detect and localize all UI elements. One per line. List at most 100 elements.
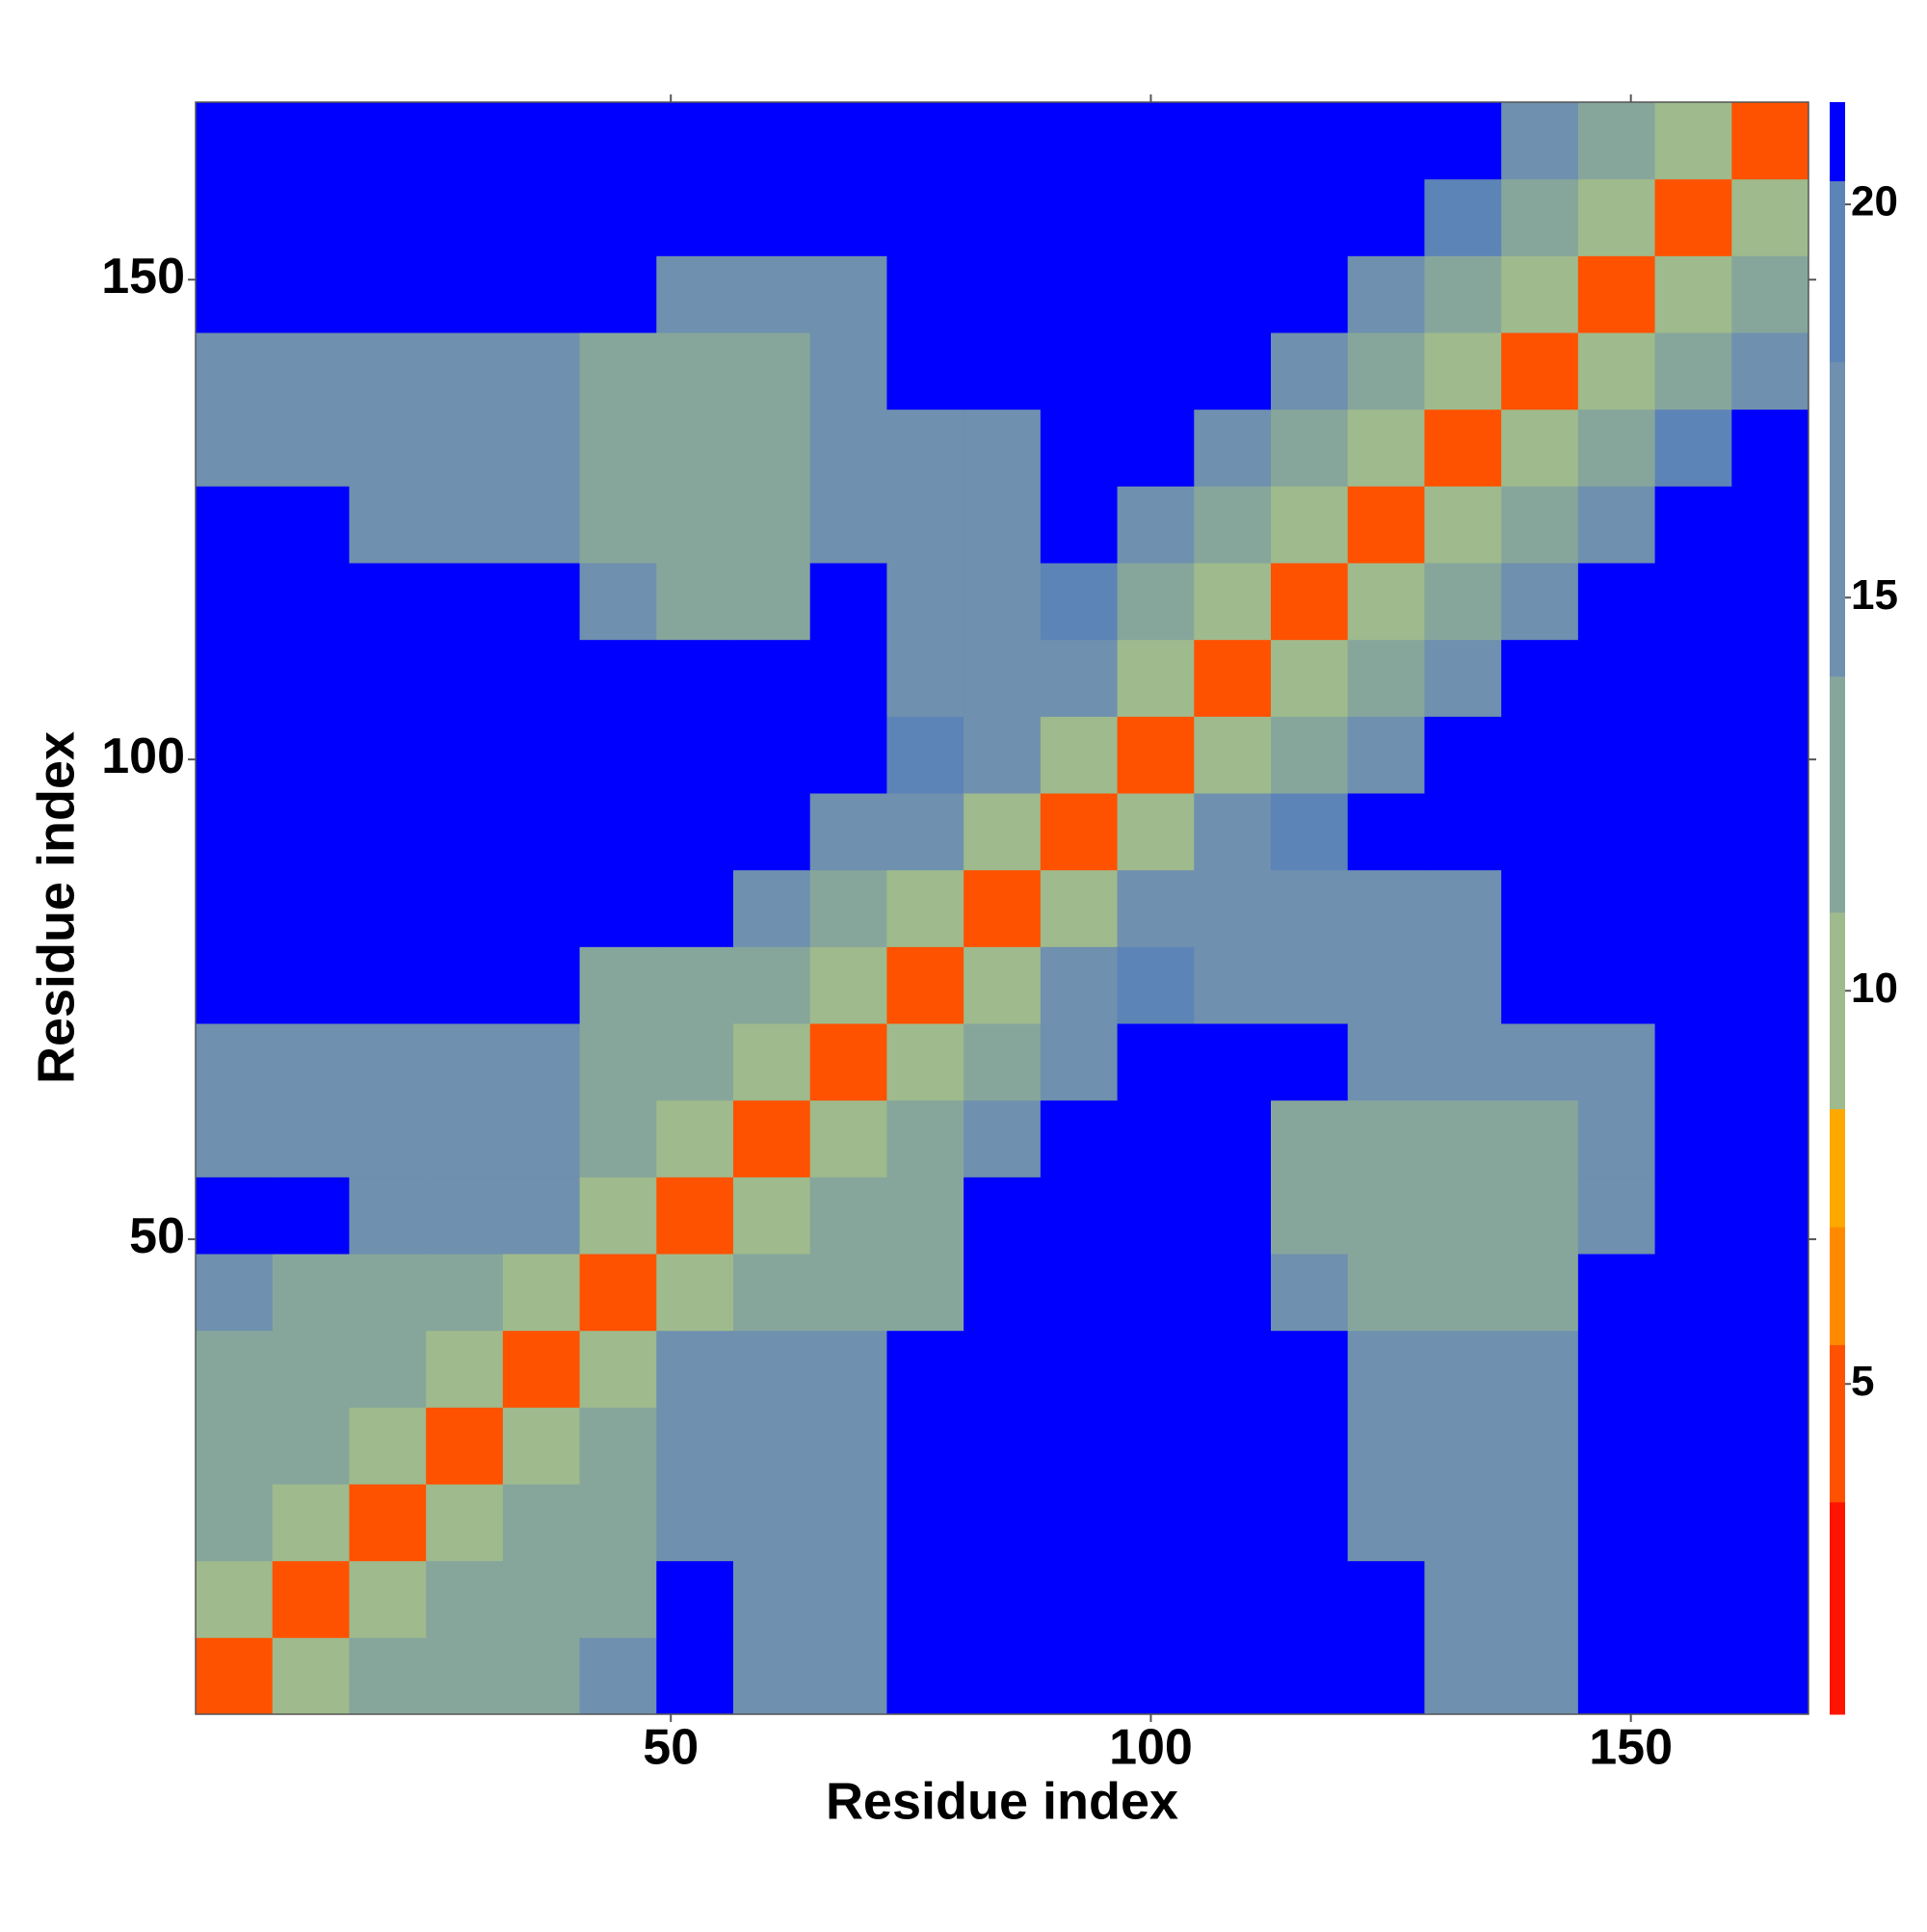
heat-cell [1501, 716, 1579, 794]
x-axis-label: Residue index [826, 1772, 1178, 1830]
heat-cell [1424, 1560, 1502, 1638]
heat-cell [1117, 102, 1195, 180]
heat-cell [1577, 255, 1656, 333]
heat-cell [886, 563, 964, 641]
heat-cell [964, 1407, 1042, 1485]
heat-cell [964, 1099, 1042, 1178]
heat-cell [1271, 1484, 1349, 1562]
heat-cell [809, 1330, 887, 1408]
heat-cell [1577, 409, 1656, 487]
heat-cell [1424, 1330, 1502, 1408]
heat-cell [733, 1254, 811, 1332]
heat-cell [426, 1177, 504, 1255]
colorbar-segment [1830, 102, 1845, 182]
heat-cell [656, 639, 734, 717]
heat-cell [886, 639, 964, 717]
heat-cell [1654, 1407, 1732, 1485]
heat-cell [1194, 793, 1272, 871]
heat-cell [349, 332, 427, 410]
heat-cell [1654, 178, 1732, 256]
heat-cell [809, 869, 887, 947]
heat-cell [1731, 255, 1809, 333]
colorbar-segment [1830, 1108, 1845, 1228]
heat-cell [1731, 716, 1809, 794]
heat-cell [1654, 486, 1732, 564]
heat-cell [579, 332, 657, 410]
heat-cell [1501, 178, 1579, 256]
heat-cell [1117, 1099, 1195, 1178]
heat-cell [1040, 946, 1119, 1024]
colorbar-tick-label: 10 [1851, 965, 1898, 1012]
heat-cell [1577, 793, 1656, 871]
heat-cell [426, 946, 504, 1024]
heat-cell [1347, 563, 1425, 641]
heat-cell [886, 1254, 964, 1332]
heat-cell [886, 869, 964, 947]
heat-cell [1654, 1254, 1732, 1332]
heat-cell [733, 716, 811, 794]
heat-cell [1271, 563, 1349, 641]
heat-cell [196, 793, 274, 871]
heat-cell [733, 946, 811, 1024]
heat-cell [733, 1330, 811, 1408]
heat-cell [733, 563, 811, 641]
heat-cell [1577, 102, 1656, 180]
heat-cell [1117, 1330, 1195, 1408]
heat-cell [196, 1407, 274, 1485]
heat-cell [272, 563, 350, 641]
heat-cell [1040, 1023, 1119, 1101]
heat-cell [426, 639, 504, 717]
heat-cell [1577, 1560, 1656, 1638]
heat-cell [886, 409, 964, 487]
plot-frame [195, 101, 1809, 1715]
heat-cell [733, 102, 811, 180]
heat-cell [349, 716, 427, 794]
heat-cell [1501, 1023, 1579, 1101]
heat-cell [1654, 1637, 1732, 1715]
heat-cell [1654, 1484, 1732, 1562]
heat-cell [809, 716, 887, 794]
heat-cell [502, 1484, 581, 1562]
heat-cell [1731, 1484, 1809, 1562]
heat-cell [1347, 1099, 1425, 1178]
heat-cell [656, 563, 734, 641]
heat-cell [733, 1099, 811, 1178]
heat-cell [1654, 1099, 1732, 1178]
heat-cell [349, 1560, 427, 1638]
heat-cell [1654, 1023, 1732, 1101]
heat-cell [886, 1484, 964, 1562]
heat-cell [964, 1330, 1042, 1408]
heat-cell [1424, 255, 1502, 333]
heat-cell [272, 255, 350, 333]
y-tick-label: 150 [101, 249, 185, 304]
heat-cell [964, 409, 1042, 487]
heat-cell [1117, 869, 1195, 947]
heat-cell [349, 1484, 427, 1562]
heat-cell [964, 178, 1042, 256]
heat-cell [1040, 793, 1119, 871]
heat-cell [1117, 332, 1195, 410]
heat-cell [1271, 1560, 1349, 1638]
heat-cell [656, 1560, 734, 1638]
heat-cell [1117, 716, 1195, 794]
heat-cell [426, 869, 504, 947]
heat-cell [272, 1254, 350, 1332]
heat-cell [1271, 946, 1349, 1024]
heat-cell [809, 639, 887, 717]
heat-cell [1501, 639, 1579, 717]
heat-cell [502, 102, 581, 180]
heat-cell [1347, 1330, 1425, 1408]
heat-cell [426, 1254, 504, 1332]
heat-cell [1040, 869, 1119, 947]
heat-cell [1271, 1023, 1349, 1101]
heat-cell [196, 716, 274, 794]
heat-cell [809, 409, 887, 487]
heat-cell [1424, 639, 1502, 717]
heat-cell [733, 639, 811, 717]
heat-cell [656, 1099, 734, 1178]
heat-cell [964, 1484, 1042, 1562]
heat-cell [733, 178, 811, 256]
heat-cell [426, 332, 504, 410]
heat-cell [579, 1407, 657, 1485]
heat-cell [964, 1637, 1042, 1715]
